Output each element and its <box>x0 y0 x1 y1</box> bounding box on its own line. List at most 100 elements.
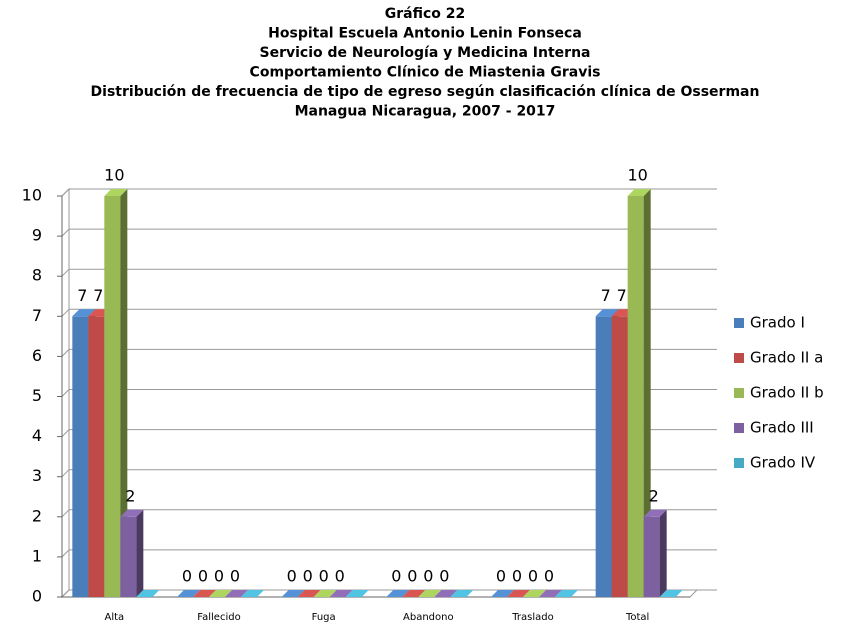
grid-line <box>61 188 70 197</box>
bar-top <box>402 590 426 597</box>
bar-top <box>659 590 683 597</box>
x-tick-label: Abandono <box>403 612 454 623</box>
value-label: 7 <box>77 286 87 305</box>
bar <box>88 316 105 597</box>
grid-line <box>61 469 70 478</box>
value-label: 0 <box>544 567 554 586</box>
grid-line <box>61 308 70 317</box>
value-label: 10 <box>627 166 647 185</box>
chart-title: Servicio de Neurología y Medicina Intern… <box>260 45 591 61</box>
bar-top <box>313 590 337 597</box>
value-label: 0 <box>319 567 329 586</box>
legend-label: Grado I <box>750 314 805 332</box>
chart-title: Managua Nicaragua, 2007 - 2017 <box>295 104 556 120</box>
bar-top <box>386 590 410 597</box>
value-label: 7 <box>601 286 611 305</box>
bar-top <box>120 509 144 517</box>
value-label: 0 <box>214 567 224 586</box>
value-label: 0 <box>198 567 208 586</box>
bar-top <box>450 590 474 597</box>
bar-top <box>643 509 667 517</box>
y-tick-label: 7 <box>32 306 42 325</box>
legend-label: Grado II a <box>750 349 823 367</box>
y-tick-label: 10 <box>22 186 42 205</box>
y-tick-label: 2 <box>32 506 42 525</box>
value-label: 10 <box>104 166 124 185</box>
x-tick-label: Fallecido <box>197 612 240 623</box>
grid-line <box>61 228 70 237</box>
bar-top <box>225 590 248 597</box>
x-tick-label: Total <box>625 612 649 623</box>
value-label: 2 <box>125 486 135 505</box>
bar <box>104 196 121 597</box>
bar <box>72 316 89 597</box>
bar-top <box>193 590 216 597</box>
bar-top <box>491 590 514 597</box>
legend-swatch <box>734 353 744 363</box>
grid-line <box>61 429 70 437</box>
value-label: 0 <box>496 567 506 586</box>
legend-swatch <box>734 458 744 468</box>
grid-line <box>61 389 70 397</box>
value-label: 0 <box>391 567 401 586</box>
value-label: 0 <box>407 567 417 586</box>
bar-top <box>434 590 458 597</box>
value-label: 0 <box>230 567 240 586</box>
bar-side <box>643 189 651 597</box>
value-label: 0 <box>512 567 522 586</box>
bar-top <box>281 590 305 597</box>
bar <box>595 316 612 597</box>
bar-top <box>104 189 128 196</box>
value-label: 0 <box>287 567 297 586</box>
value-label: 0 <box>303 567 313 586</box>
bar-top <box>507 590 530 597</box>
bar-top <box>539 590 562 597</box>
value-label: 0 <box>182 567 192 586</box>
grid-line <box>61 268 70 277</box>
y-tick-label: 6 <box>32 346 42 365</box>
bar <box>643 516 660 597</box>
y-tick-label: 1 <box>32 546 42 565</box>
bar-top <box>555 590 578 597</box>
grid-line <box>61 549 70 558</box>
bar <box>611 316 628 597</box>
bar <box>627 196 644 597</box>
x-tick-label: Traslado <box>511 612 553 623</box>
bar-side <box>659 509 667 597</box>
value-label: 0 <box>528 567 538 586</box>
x-tick-label: Fuga <box>312 612 336 623</box>
bar-top <box>209 590 232 597</box>
value-label: 7 <box>617 286 627 305</box>
legend-swatch <box>734 318 744 328</box>
y-tick-label: 9 <box>32 226 42 245</box>
legend-label: Grado III <box>750 419 814 437</box>
value-label: 2 <box>649 486 659 505</box>
grid-line <box>61 349 70 357</box>
value-label: 7 <box>93 286 103 305</box>
bar-top <box>177 590 200 597</box>
bar-top <box>418 590 442 597</box>
bar-top <box>297 590 321 597</box>
grid-line <box>61 509 70 518</box>
bar-top <box>136 590 160 597</box>
chart-title: Hospital Escuela Antonio Lenin Fonseca <box>268 26 582 42</box>
y-tick-label: 0 <box>32 587 42 606</box>
x-tick-label: Alta <box>104 612 124 623</box>
bar-top <box>241 590 264 597</box>
bar-top <box>627 189 651 196</box>
value-label: 0 <box>335 567 345 586</box>
bar-top <box>595 309 619 317</box>
chart-title: Comportamiento Clínico de Miastenia Grav… <box>250 65 601 81</box>
bar-top <box>345 590 369 597</box>
bar-top <box>72 309 96 317</box>
legend-swatch <box>734 423 744 433</box>
legend-label: Grado IV <box>750 454 816 472</box>
bar-side <box>120 189 128 597</box>
bar-top <box>523 590 546 597</box>
value-label: 0 <box>439 567 449 586</box>
y-tick-label: 3 <box>32 466 42 485</box>
chart-title: Distribución de frecuencia de tipo de eg… <box>91 84 760 100</box>
bar-side <box>136 509 144 597</box>
y-tick-label: 8 <box>32 266 42 285</box>
